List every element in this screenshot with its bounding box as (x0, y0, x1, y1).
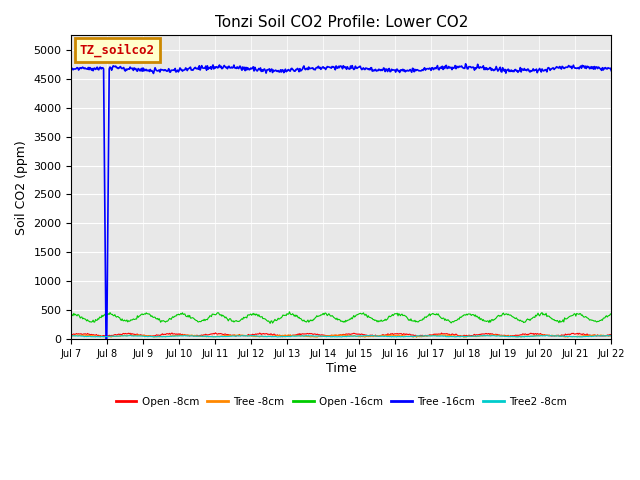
Line: Open -16cm: Open -16cm (72, 312, 611, 324)
Tree -8cm (244, 333, 252, 338)
Tree2 -8cm (524, 334, 531, 339)
Tree -8cm (212, 334, 220, 339)
Open -8cm (278, 334, 286, 340)
Tree2 -8cm (244, 334, 252, 339)
Tree -16cm (156, 69, 164, 75)
Text: TZ_soilco2: TZ_soilco2 (79, 44, 154, 57)
Open -8cm (83, 332, 90, 337)
Tree -16cm (524, 66, 531, 72)
Tree -16cm (462, 61, 470, 67)
Open -16cm (156, 316, 163, 322)
Open -16cm (83, 318, 90, 324)
Tree2 -8cm (558, 333, 566, 339)
Open -8cm (212, 331, 220, 336)
Tree -8cm (156, 334, 163, 340)
Open -16cm (558, 319, 566, 324)
Tree -16cm (558, 63, 566, 69)
Open -16cm (607, 312, 615, 317)
Tree -8cm (524, 333, 531, 339)
Tree2 -8cm (513, 334, 521, 340)
Open -8cm (68, 332, 76, 337)
Open -8cm (156, 332, 163, 338)
Tree -8cm (607, 333, 615, 339)
Open -8cm (212, 330, 220, 336)
Tree2 -8cm (480, 333, 488, 338)
Open -16cm (68, 311, 76, 316)
Tree -8cm (68, 333, 76, 339)
Tree -8cm (413, 335, 420, 340)
Open -16cm (212, 312, 220, 318)
Tree2 -8cm (212, 334, 220, 340)
Line: Tree -8cm: Tree -8cm (72, 335, 611, 337)
Open -8cm (524, 332, 531, 337)
Tree -8cm (235, 332, 243, 337)
Open -8cm (607, 333, 615, 338)
Title: Tonzi Soil CO2 Profile: Lower CO2: Tonzi Soil CO2 Profile: Lower CO2 (214, 15, 468, 30)
Open -8cm (558, 332, 566, 338)
Tree -16cm (212, 64, 220, 70)
Line: Tree -16cm: Tree -16cm (72, 64, 611, 339)
Open -16cm (244, 312, 252, 318)
Open -16cm (524, 316, 531, 322)
Tree -16cm (102, 336, 110, 342)
Tree -8cm (83, 332, 90, 338)
Tree -16cm (607, 68, 615, 73)
Tree -16cm (68, 65, 76, 71)
Tree2 -8cm (68, 333, 76, 339)
Open -8cm (244, 332, 252, 337)
Tree -8cm (558, 333, 566, 339)
X-axis label: Time: Time (326, 361, 356, 374)
Tree2 -8cm (607, 333, 615, 339)
Line: Tree2 -8cm: Tree2 -8cm (72, 336, 611, 337)
Legend: Open -8cm, Tree -8cm, Open -16cm, Tree -16cm, Tree2 -8cm: Open -8cm, Tree -8cm, Open -16cm, Tree -… (111, 393, 572, 411)
Open -16cm (285, 309, 293, 314)
Tree -16cm (244, 66, 252, 72)
Line: Open -8cm: Open -8cm (72, 333, 611, 337)
Open -16cm (266, 321, 274, 326)
Tree -16cm (83, 66, 90, 72)
Tree2 -8cm (83, 334, 90, 339)
Tree2 -8cm (156, 334, 163, 339)
Y-axis label: Soil CO2 (ppm): Soil CO2 (ppm) (15, 140, 28, 235)
